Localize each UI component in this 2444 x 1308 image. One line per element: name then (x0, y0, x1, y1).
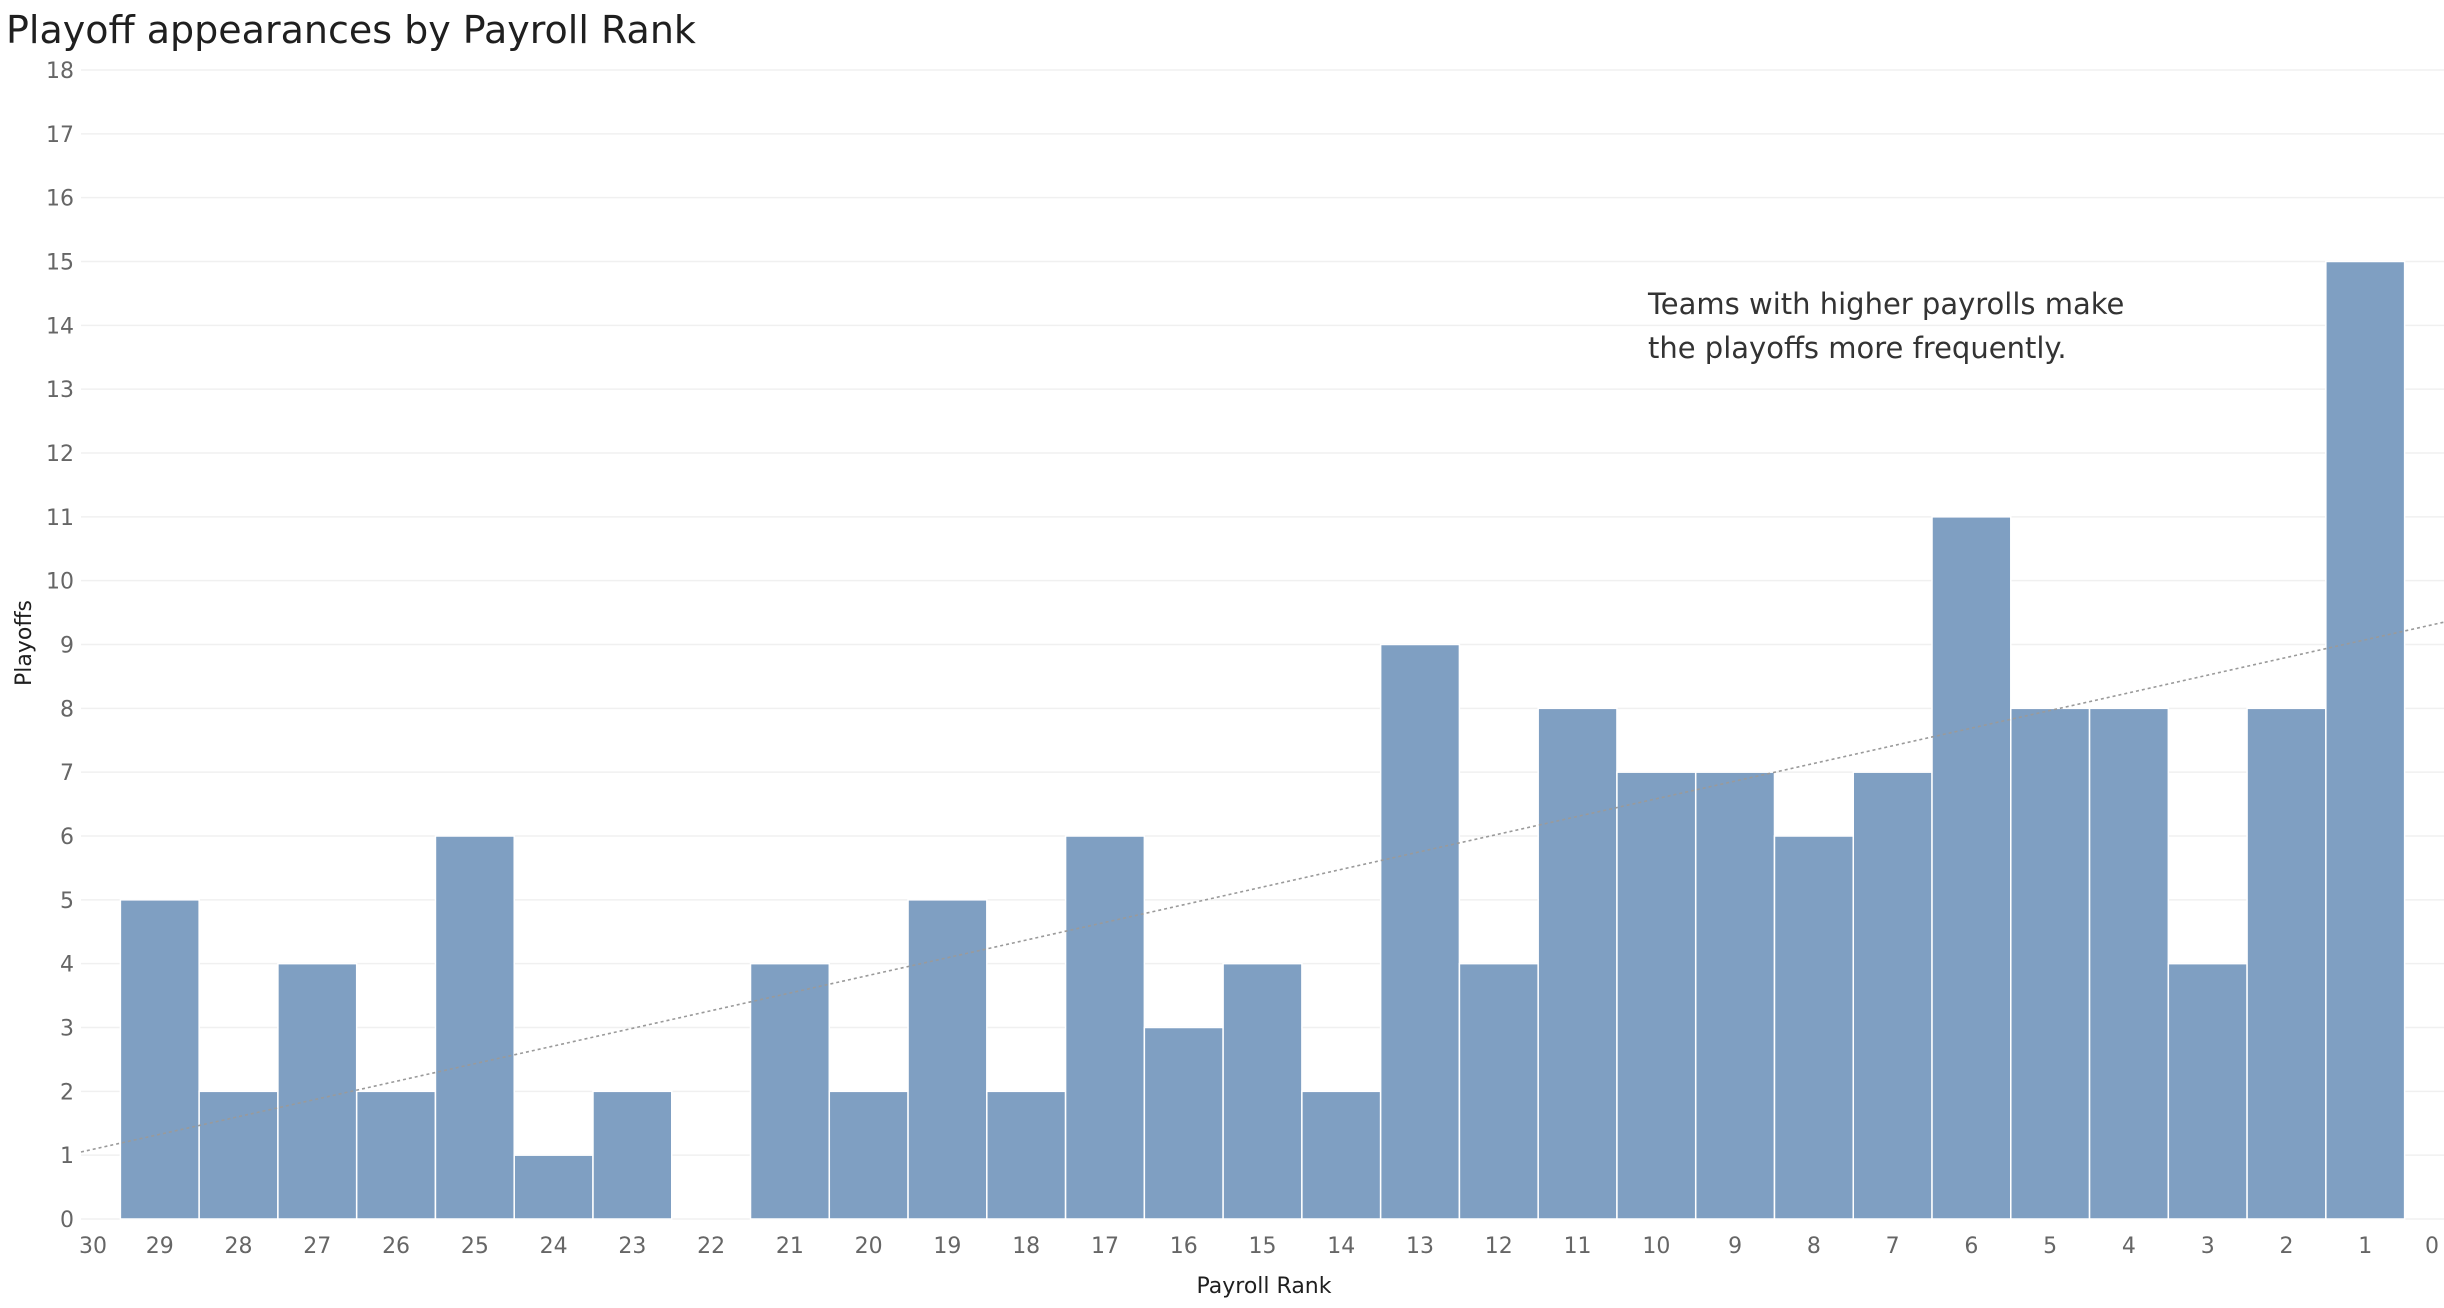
x-tick-label: 25 (461, 1234, 489, 1259)
y-tick-label: 7 (60, 761, 74, 786)
x-tick-label: 1 (2358, 1234, 2372, 1259)
bar-rank-17 (1064, 835, 1146, 1220)
x-tick-label: 10 (1642, 1234, 1670, 1259)
bar-rank-29 (119, 899, 200, 1220)
x-tick-label: 18 (1012, 1234, 1040, 1259)
bar-rank-13 (1379, 643, 1461, 1220)
annotation-text: Teams with higher payrolls make the play… (1647, 287, 2134, 365)
y-tick-label: 13 (46, 378, 74, 403)
y-tick-label: 16 (46, 187, 74, 212)
y-tick-label: 9 (60, 634, 74, 659)
y-tick-label: 0 (60, 1208, 74, 1233)
y-tick-label: 3 (60, 1017, 74, 1042)
bar-rank-28 (198, 1090, 279, 1220)
bar-rank-27 (277, 962, 358, 1220)
y-tick-label: 12 (46, 442, 74, 467)
bar-rank-9 (1694, 771, 1776, 1220)
bar-rank-8 (1773, 835, 1854, 1220)
x-tick-label: 22 (697, 1234, 725, 1259)
y-tick-label: 14 (46, 314, 74, 339)
trend-line-path (80, 621, 2444, 1153)
bar-rank-24 (513, 1154, 594, 1220)
bar-rank-6 (1931, 516, 2012, 1220)
y-axis-title: Playoffs (12, 600, 37, 686)
bar-rank-19 (907, 899, 988, 1220)
x-tick-label: 5 (2043, 1234, 2057, 1259)
x-tick-label: 3 (2201, 1234, 2215, 1259)
x-axis-ticks: 30 29 28 27 26 25 24 23 22 21 20 19 18 17 16 15 14 13 12 11… (79, 1234, 2439, 1259)
y-tick-label: 17 (46, 123, 74, 148)
bar-rank-10 (1616, 771, 1697, 1220)
y-tick-label: 15 (46, 251, 74, 276)
x-tick-label: 0 (2425, 1234, 2439, 1259)
annotation-line-2: the playoffs more frequently. (1648, 331, 2067, 365)
x-tick-label: 13 (1406, 1234, 1434, 1259)
bar-rank-11 (1537, 707, 1618, 1220)
bar-rank-21 (749, 962, 831, 1220)
bar-rank-4 (2088, 707, 2170, 1220)
x-tick-label: 12 (1485, 1234, 1513, 1259)
bar-rank-18 (986, 1090, 1067, 1220)
y-tick-label: 18 (46, 59, 74, 84)
bar-rank-2 (2246, 707, 2327, 1220)
bar-rank-14 (1301, 1090, 1382, 1220)
bar-rank-25 (434, 835, 515, 1220)
x-tick-label: 6 (1964, 1234, 1978, 1259)
x-tick-label: 21 (776, 1234, 804, 1259)
x-tick-label: 28 (225, 1234, 253, 1259)
x-tick-label: 29 (146, 1234, 174, 1259)
x-tick-label: 14 (1327, 1234, 1355, 1259)
y-tick-label: 4 (60, 953, 74, 978)
bar-rank-1 (2325, 260, 2406, 1220)
x-tick-label: 11 (1564, 1234, 1592, 1259)
x-tick-label: 23 (618, 1234, 646, 1259)
bars (119, 260, 2406, 1220)
x-tick-label: 2 (2279, 1234, 2293, 1259)
bar-rank-15 (1222, 962, 1303, 1220)
x-tick-label: 8 (1807, 1234, 1821, 1259)
x-tick-label: 20 (855, 1234, 883, 1259)
chart-title: Playoff appearances by Payroll Rank (6, 8, 696, 52)
y-tick-label: 2 (60, 1080, 74, 1105)
bar-rank-26 (355, 1090, 437, 1220)
y-tick-label: 1 (60, 1144, 74, 1169)
x-tick-label: 17 (1091, 1234, 1119, 1259)
x-tick-label: 4 (2122, 1234, 2136, 1259)
y-tick-label: 11 (46, 506, 74, 531)
annotation-line-1: Teams with higher payrolls make (1647, 287, 2124, 321)
x-tick-label: 19 (933, 1234, 961, 1259)
y-tick-label: 8 (60, 697, 74, 722)
bar-rank-3 (2167, 962, 2248, 1220)
trend-line (80, 621, 2444, 1153)
bar-rank-23 (592, 1090, 673, 1220)
x-axis-title: Payroll Rank (1197, 1274, 1332, 1299)
bar-rank-5 (2010, 707, 2091, 1220)
bar-rank-16 (1143, 1026, 1224, 1220)
x-tick-label: 7 (1886, 1234, 1900, 1259)
bar-rank-12 (1458, 962, 1539, 1220)
x-tick-label: 26 (382, 1234, 410, 1259)
y-tick-label: 5 (60, 889, 74, 914)
x-tick-label: 27 (303, 1234, 331, 1259)
x-tick-label: 30 (79, 1234, 107, 1259)
x-tick-label: 15 (1249, 1234, 1277, 1259)
y-tick-label: 10 (46, 570, 74, 595)
bar-rank-20 (828, 1090, 909, 1220)
x-tick-label: 9 (1728, 1234, 1742, 1259)
y-tick-label: 6 (60, 825, 74, 850)
x-tick-label: 16 (1170, 1234, 1198, 1259)
x-tick-label: 24 (540, 1234, 568, 1259)
bar-rank-7 (1852, 771, 1933, 1220)
